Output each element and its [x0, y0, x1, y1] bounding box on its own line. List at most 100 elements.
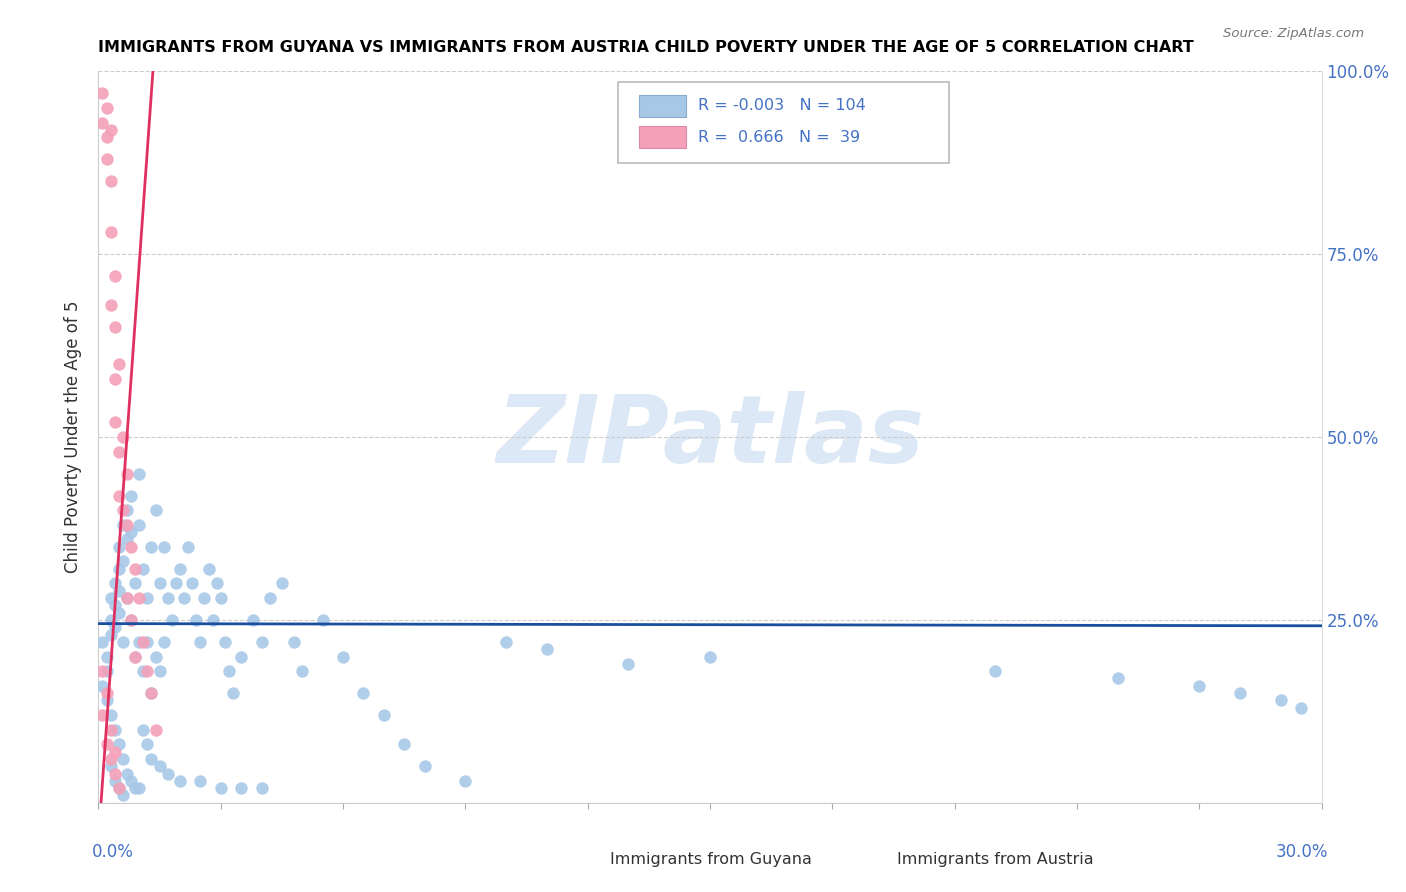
- Point: [104, 371, 127, 385]
- Point: [104, 745, 127, 759]
- Text: ZIPatlas: ZIPatlas: [496, 391, 924, 483]
- Point: [111, 554, 134, 568]
- Point: [111, 789, 134, 803]
- Point: [156, 591, 179, 605]
- Point: [115, 503, 138, 517]
- Point: [111, 430, 134, 444]
- Point: [128, 781, 150, 796]
- Point: [141, 686, 163, 700]
- Point: [128, 635, 150, 649]
- Point: [111, 517, 134, 532]
- Point: [1270, 693, 1292, 707]
- Point: [699, 649, 721, 664]
- Point: [145, 649, 167, 664]
- Point: [250, 635, 273, 649]
- Point: [169, 773, 191, 788]
- Point: [136, 664, 159, 678]
- Point: [128, 591, 150, 605]
- Point: [259, 591, 281, 605]
- Point: [617, 657, 640, 671]
- Point: [152, 540, 174, 554]
- Point: [96, 152, 118, 166]
- Point: [136, 737, 159, 751]
- Point: [132, 562, 155, 576]
- Point: [108, 781, 131, 796]
- Point: [454, 773, 477, 788]
- Point: [96, 664, 118, 678]
- Point: [115, 591, 138, 605]
- Point: [91, 635, 114, 649]
- Point: [214, 635, 236, 649]
- Point: [108, 606, 131, 620]
- Point: [186, 613, 208, 627]
- Point: [115, 517, 138, 532]
- Text: R =  0.666   N =  39: R = 0.666 N = 39: [697, 129, 860, 145]
- Point: [100, 613, 122, 627]
- Point: [495, 635, 517, 649]
- Point: [283, 635, 305, 649]
- Point: [132, 635, 155, 649]
- Point: [108, 357, 131, 371]
- Point: [181, 576, 204, 591]
- Point: [197, 562, 219, 576]
- Point: [1107, 672, 1129, 686]
- Bar: [640, 126, 686, 148]
- Point: [209, 591, 232, 605]
- Point: [136, 591, 159, 605]
- Point: [132, 723, 155, 737]
- Point: [120, 613, 142, 627]
- Point: [96, 693, 118, 707]
- Point: [188, 773, 212, 788]
- Point: [100, 627, 122, 641]
- Point: [91, 87, 114, 101]
- Point: [111, 752, 134, 766]
- Point: [222, 686, 245, 700]
- Point: [115, 467, 138, 481]
- Point: [96, 737, 118, 751]
- FancyBboxPatch shape: [619, 82, 949, 162]
- Point: [120, 525, 142, 540]
- Point: [160, 613, 183, 627]
- Point: [141, 752, 163, 766]
- Point: [115, 591, 138, 605]
- Point: [120, 540, 142, 554]
- Point: [352, 686, 374, 700]
- Point: [108, 781, 131, 796]
- Point: [141, 540, 163, 554]
- Point: [270, 576, 294, 591]
- Point: [96, 101, 118, 115]
- Point: [108, 562, 131, 576]
- Point: [108, 489, 131, 503]
- Point: [96, 130, 118, 145]
- Point: [231, 649, 253, 664]
- Point: [149, 759, 172, 773]
- Point: [392, 737, 416, 751]
- Point: [1291, 700, 1313, 714]
- Point: [100, 591, 122, 605]
- Point: [242, 613, 264, 627]
- Point: [124, 781, 146, 796]
- Point: [1229, 686, 1251, 700]
- Text: IMMIGRANTS FROM GUYANA VS IMMIGRANTS FROM AUSTRIA CHILD POVERTY UNDER THE AGE OF: IMMIGRANTS FROM GUYANA VS IMMIGRANTS FRO…: [98, 40, 1194, 55]
- Point: [149, 664, 172, 678]
- Point: [91, 708, 114, 723]
- Point: [104, 269, 127, 284]
- Point: [104, 599, 127, 613]
- Point: [104, 620, 127, 634]
- Point: [193, 591, 215, 605]
- Point: [332, 649, 354, 664]
- Point: [108, 737, 131, 751]
- Text: Source: ZipAtlas.com: Source: ZipAtlas.com: [1223, 27, 1364, 40]
- Point: [413, 759, 436, 773]
- Point: [1188, 679, 1211, 693]
- Point: [104, 723, 127, 737]
- Point: [132, 664, 155, 678]
- Point: [218, 664, 240, 678]
- Point: [120, 613, 142, 627]
- Point: [205, 576, 228, 591]
- Point: [108, 583, 131, 598]
- Point: [91, 115, 114, 129]
- Point: [120, 773, 142, 788]
- Point: [104, 320, 127, 334]
- Point: [312, 613, 335, 627]
